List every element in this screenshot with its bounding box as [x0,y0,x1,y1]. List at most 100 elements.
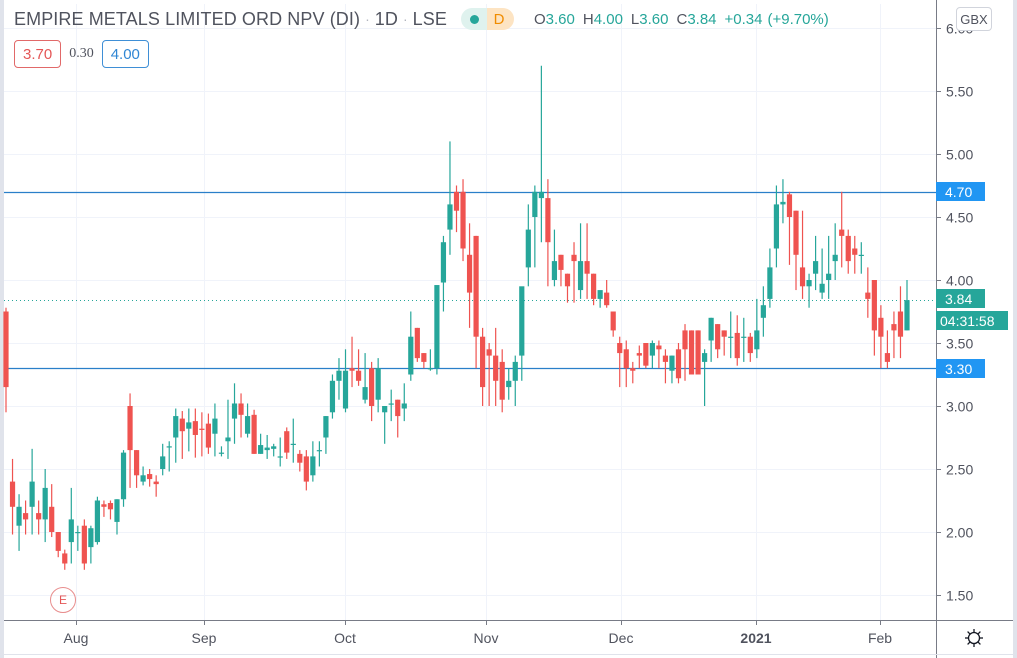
candle-body [88,528,94,548]
candle-body [107,503,114,510]
candle-body [884,353,891,362]
time-label-feb: Feb [867,630,893,646]
earnings-marker[interactable]: E [50,587,76,613]
candle-body [564,273,571,287]
candle-body [741,336,747,338]
candle-body [617,343,623,354]
candle-body [610,311,616,331]
candle-body [584,261,590,274]
candle-body [767,267,773,299]
change-percent: (+9.70%) [767,10,829,28]
candle-body [114,499,120,522]
candle-body [205,423,211,448]
candle-body [382,406,388,413]
candle-body [669,355,675,371]
close-value: 3.84 [687,10,717,28]
currency-button[interactable]: GBX [956,7,992,31]
candle-body [799,267,806,287]
candle-body [532,191,538,217]
candle-body [904,300,910,331]
candle-body [310,456,316,476]
separator: · [403,11,408,27]
candle-body [68,519,74,543]
time-label-oct: Oct [334,630,356,646]
candle-body [192,421,198,435]
time-label-sep: Sep [191,630,217,646]
candle-body [62,553,68,564]
low-label: L [630,10,640,28]
high-label: H [582,10,594,28]
candle-body [760,305,766,318]
candle-body [244,416,251,434]
candle-body [3,311,9,388]
chart-settings-gear-icon[interactable] [963,627,985,649]
market-open-indicator [461,8,487,30]
time-label-nov: Nov [473,630,499,646]
candle-body [525,229,531,268]
candle-body [212,418,218,434]
price-tick-label: 2.50 [946,462,973,478]
candle-body [721,330,727,337]
horizontal-lines[interactable] [4,191,936,370]
candle-body [55,532,61,551]
candle-body [218,452,225,454]
support-price-tag: 3.30 [936,359,985,378]
candle-body [271,446,277,449]
candle-body [101,504,107,507]
candle-body [349,368,355,371]
low-value: 3.60 [639,10,669,28]
candle-body [682,330,688,350]
last-price-tag: 3.84 [936,289,985,308]
candle-body [290,443,296,445]
candle-body [702,353,708,362]
candle-body [16,506,22,526]
candle-body [421,353,427,362]
change-value: +0.34 [724,10,763,28]
candle-body [845,235,851,262]
price-tick-label: 2.00 [946,525,973,541]
time-label-2021: 2021 [740,630,772,646]
candle-body [656,345,662,350]
candle-body [858,254,864,256]
candle-body [649,343,655,356]
candle-body [284,431,290,453]
candle-body [323,416,329,438]
candle-body [36,513,42,520]
candle-body [499,361,505,400]
price-axis-ticks: 1.502.002.503.003.504.004.505.005.506.00 [936,21,973,604]
resistance-price-tag: 4.70 [936,182,985,201]
candle-body [453,191,460,211]
candle-body [258,445,264,454]
candle-body [839,229,845,236]
candle-body [75,532,81,534]
interval-label[interactable]: 1D [374,8,398,29]
candle-body [316,450,322,452]
ohlc-values: O3.60 H4.00 L3.60 C3.84 +0.34 (+9.70%) [534,11,829,28]
candle-body [447,204,453,230]
separator: · [365,11,370,27]
price-tick-label: 3.50 [946,336,973,352]
delayed-data-badge: D [487,8,514,30]
candle-body [786,194,793,217]
market-status-badge[interactable]: D [461,8,514,30]
buy-button[interactable]: 4.00 [101,40,149,68]
candle-body [440,242,447,283]
sell-button[interactable]: 3.70 [14,40,62,68]
candle-body [747,336,753,354]
high-value: 4.00 [593,10,623,28]
candle-body [891,324,897,331]
open-label: O [534,10,546,28]
status-dot-icon [469,14,479,24]
candle-body [715,324,721,350]
candle-body [773,204,780,249]
candle-body [297,453,303,463]
candle-body [173,416,179,438]
candle-body [571,254,577,262]
candle-body [545,198,551,243]
symbol-title[interactable]: EMPIRE METALS LIMITED ORD NPV (DI) [14,8,361,29]
candle-body [688,330,695,375]
candle-body [695,330,701,375]
bar-countdown-tag: 04:31:58 [936,311,1008,330]
candle-body [577,261,584,291]
